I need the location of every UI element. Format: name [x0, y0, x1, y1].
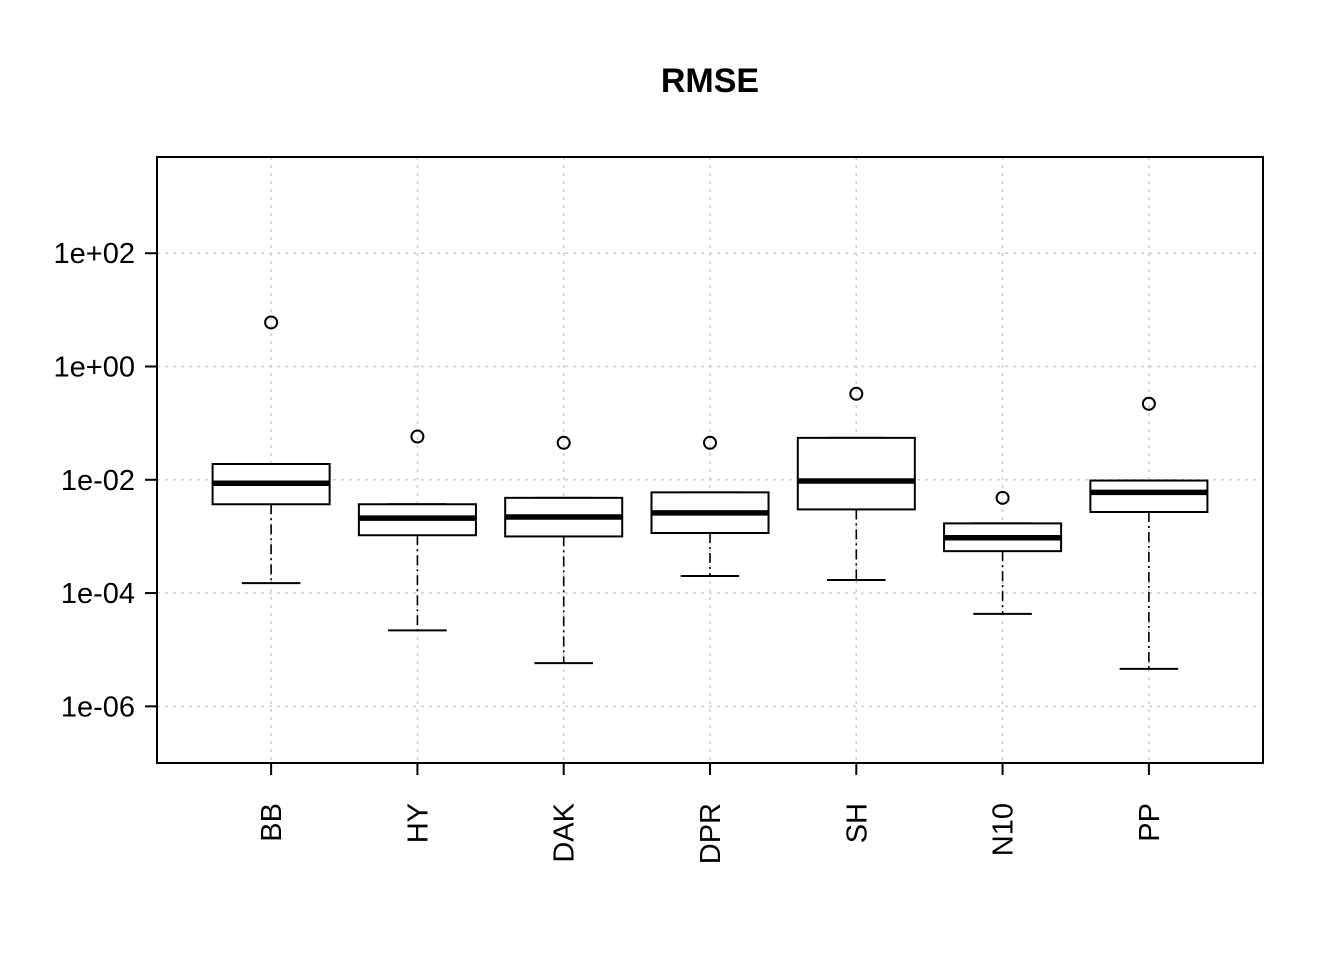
outlier-point	[264, 315, 279, 330]
box-n10	[943, 490, 1063, 615]
box-dpr	[650, 435, 770, 578]
outlier-point	[410, 429, 425, 444]
axis-layer: 1e-06 1e-04 1e-02 1e+00 1e+02 BB HY DAK DPR SH N10…	[54, 238, 1166, 864]
box-bb	[211, 315, 331, 585]
box-sh	[796, 386, 916, 582]
outlier-point	[703, 435, 717, 450]
x-category-label: SH	[841, 803, 873, 843]
y-tick-label: 1e+02	[54, 238, 135, 270]
grid-layer	[157, 157, 1263, 763]
x-category-label: DPR	[695, 803, 727, 864]
y-tick-label: 1e+00	[54, 352, 135, 384]
x-category-label: PP	[1134, 803, 1166, 842]
y-tick-label: 1e-04	[61, 578, 135, 610]
outlier-point	[556, 435, 571, 450]
x-category-label: N10	[988, 803, 1020, 856]
chart-title: RMSE	[661, 62, 759, 100]
iqr-box	[796, 436, 916, 511]
x-category-label: HY	[402, 803, 434, 843]
outlier-point	[995, 490, 1010, 505]
y-tick-label: 1e-06	[61, 691, 135, 723]
iqr-box	[1089, 479, 1209, 514]
y-tick-label: 1e-02	[61, 465, 135, 497]
outlier-point	[1141, 396, 1156, 411]
box-dak	[504, 435, 624, 665]
x-category-label: DAK	[549, 802, 581, 862]
box-pp	[1089, 396, 1209, 670]
box-hy	[357, 429, 477, 632]
x-category-label: BB	[256, 803, 288, 842]
outlier-point	[849, 386, 864, 401]
box-layer	[211, 315, 1209, 670]
